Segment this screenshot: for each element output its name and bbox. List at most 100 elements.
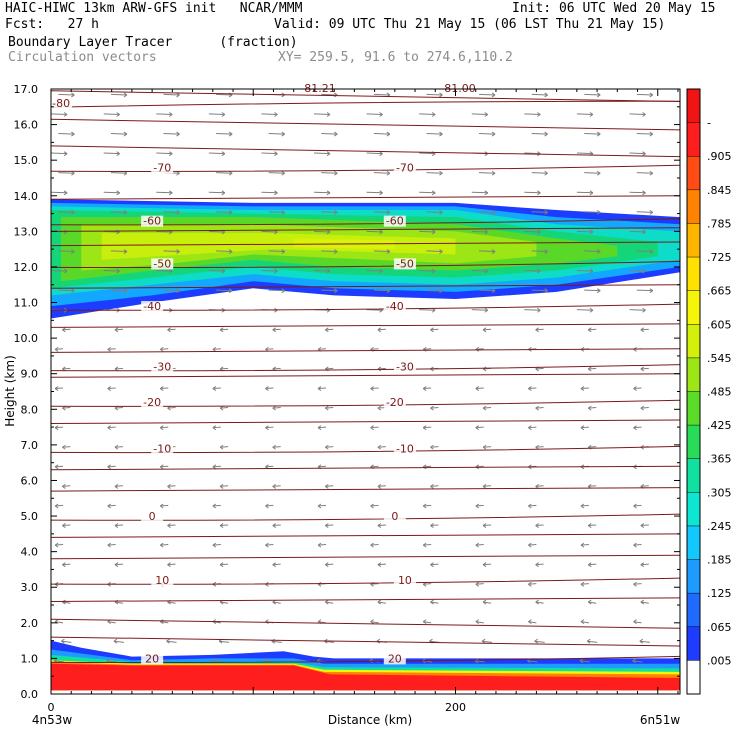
- vector-arrow: [422, 386, 432, 391]
- vector-arrow: [167, 562, 176, 568]
- colorbar-label: .725: [707, 251, 732, 264]
- vector-arrow: [54, 503, 64, 509]
- vector-arrow: [58, 131, 75, 137]
- y-tick-label: 4.0: [21, 546, 39, 559]
- vector-arrow: [159, 386, 169, 391]
- vector-arrow: [163, 131, 180, 137]
- vector-arrow: [107, 503, 116, 509]
- vector-arrow: [419, 190, 436, 196]
- vector-arrow: [370, 386, 379, 391]
- vector-arrow: [325, 562, 334, 568]
- vector-arrow: [419, 229, 436, 235]
- start-point-label: 4n53w: [32, 713, 73, 727]
- contour-label: -80: [52, 97, 70, 110]
- vector-arrow: [272, 523, 281, 528]
- vector-arrow: [482, 599, 492, 605]
- vector-arrow: [633, 386, 642, 391]
- vector-arrow: [482, 562, 492, 568]
- vector-arrow: [159, 464, 169, 470]
- vector-arrow: [636, 131, 654, 137]
- vector-arrow: [114, 523, 123, 528]
- vector-arrow: [629, 307, 646, 313]
- vector-arrow: [640, 327, 649, 333]
- vector-arrow: [54, 464, 64, 470]
- vector-arrow: [325, 599, 334, 605]
- vector-arrow: [422, 619, 432, 625]
- vector-arrow: [430, 444, 439, 450]
- colorbar-label: .485: [707, 386, 732, 399]
- vector-arrow: [167, 523, 176, 528]
- colorbar-swatch: [687, 122, 700, 157]
- contour-label: -60: [386, 215, 404, 228]
- vector-arrow: [261, 268, 278, 274]
- vector-arrow: [107, 542, 116, 548]
- vector-arrow: [103, 268, 120, 274]
- vector-arrow: [208, 190, 226, 196]
- y-tick-label: 11.0: [14, 297, 39, 310]
- colorbar-swatch: [687, 458, 700, 493]
- vector-arrow: [584, 170, 601, 176]
- vector-arrow: [426, 209, 443, 215]
- vector-arrow: [377, 599, 386, 605]
- vector-arrow: [580, 386, 589, 391]
- contour-label: -70: [396, 161, 414, 174]
- colorbar-label: .545: [707, 352, 732, 365]
- vector-arrow: [528, 425, 537, 431]
- vector-arrow: [524, 190, 541, 196]
- vector-arrow: [272, 483, 281, 489]
- colorbar-swatch: [687, 593, 700, 627]
- vector-arrow: [51, 268, 68, 274]
- vector-arrow: [163, 288, 180, 294]
- vector-arrow: [479, 209, 496, 215]
- vector-arrow: [584, 288, 601, 294]
- colorbar-label: .845: [707, 184, 732, 197]
- vector-arrow: [317, 581, 327, 587]
- colorbar-swatch: [687, 89, 700, 123]
- vector-arrow: [216, 209, 233, 215]
- vector-arrow: [156, 268, 173, 274]
- colorbar-swatch: [687, 324, 700, 358]
- vector-arrow: [377, 483, 386, 489]
- colorbar-swatch: [687, 525, 700, 560]
- vector-arrow: [268, 170, 285, 176]
- vector-arrow: [163, 209, 180, 215]
- contour-label: 10: [398, 574, 412, 587]
- vector-arrow: [51, 112, 68, 117]
- vector-title: Circulation vectors: [8, 50, 157, 65]
- colorbar-swatch: [687, 559, 700, 594]
- y-tick-label: 3.0: [21, 581, 39, 594]
- vector-arrow: [159, 425, 169, 431]
- y-tick-label: 14.0: [14, 190, 39, 203]
- vector-arrow: [272, 405, 281, 411]
- vector-arrow: [113, 638, 125, 644]
- vector-arrow: [430, 327, 439, 333]
- vector-arrow: [366, 190, 383, 196]
- vector-arrow: [422, 425, 432, 431]
- vector-arrow: [482, 523, 492, 528]
- vector-arrow: [156, 112, 173, 117]
- vector-arrow: [54, 542, 64, 548]
- vector-arrow: [576, 307, 594, 313]
- vector-arrow: [212, 346, 221, 352]
- vector-arrow: [370, 425, 379, 431]
- vector-arrow: [268, 131, 285, 137]
- contour-label: -10: [396, 442, 414, 455]
- vector-arrow: [580, 619, 590, 625]
- vector-arrow: [482, 483, 492, 489]
- y-axis: 0.0 1.0 2.0 3.0 4.0 5.0 6.0 7.0 8.0 9.0 10.0 11.0 12…: [14, 83, 680, 701]
- vector-arrow: [107, 346, 116, 352]
- vector-arrow: [325, 523, 334, 528]
- vector-arrow: [479, 131, 496, 137]
- vector-arrow: [321, 131, 338, 137]
- vector-arrow: [373, 288, 391, 294]
- vector-arrow: [107, 464, 116, 470]
- vector-arrow: [377, 327, 386, 333]
- x-tick-label: 0: [48, 701, 55, 714]
- vector-arrow: [261, 112, 278, 117]
- vector-arrow: [373, 170, 391, 176]
- contour-label: 10: [155, 574, 169, 587]
- vector-arrow: [640, 562, 649, 568]
- vector-arrow: [313, 268, 331, 274]
- valid-time: Valid: 09 UTC Thu 21 May 15 (06 LST Thu …: [274, 17, 666, 32]
- colorbar-swatch: [687, 189, 700, 224]
